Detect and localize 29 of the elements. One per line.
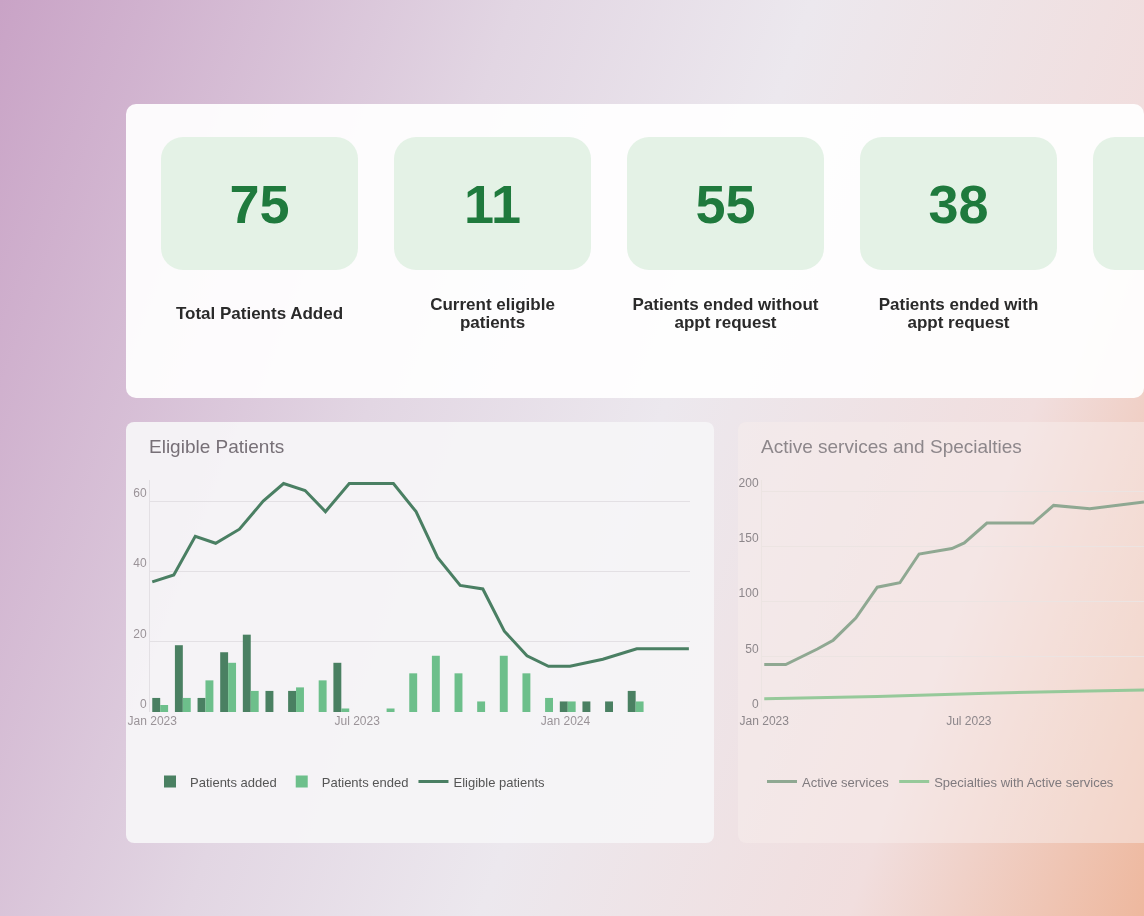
y-tick-label: 50 xyxy=(745,641,759,656)
category-label: Current eligible patients xyxy=(429,294,556,334)
y-tick-label: 40 xyxy=(133,556,147,571)
x-tick-label: Jul 2023 xyxy=(946,714,992,728)
data-label: 11 xyxy=(394,137,591,270)
data-label: 75 xyxy=(161,137,358,270)
y-tick-label: 60 xyxy=(133,485,147,500)
y-tick-label: 100 xyxy=(738,586,759,601)
y-tick-label: 0 xyxy=(751,696,759,711)
y-tick-label: 0 xyxy=(139,696,147,711)
x-tick-label: Jul 2023 xyxy=(334,714,381,728)
chart-title: Active services and Specialties xyxy=(761,436,1022,458)
data-label: 38 xyxy=(860,137,1057,270)
category-label: Patients ended without appt request xyxy=(631,294,820,334)
chart-title: Eligible Patients xyxy=(149,436,285,458)
legend-label: Eligible patients xyxy=(453,774,546,790)
x-tick-label: Jan 2024 xyxy=(540,714,591,728)
data-label: 55 xyxy=(627,137,824,270)
legend-label: Patients added xyxy=(190,774,277,790)
legend-label: Specialties with Active services xyxy=(934,774,1114,790)
y-tick-label: 150 xyxy=(738,531,759,546)
y-tick-label: 20 xyxy=(133,626,147,641)
y-tick-label: 200 xyxy=(738,475,759,490)
x-tick-label: Jan 2023 xyxy=(127,714,178,728)
legend-label: Active services xyxy=(802,774,890,790)
x-tick-label: Jan 2023 xyxy=(739,714,790,728)
legend-label: Patients ended xyxy=(321,774,409,790)
category-label: Total Patients Added xyxy=(174,303,345,325)
category-label: Patients ended with appt request xyxy=(877,294,1040,334)
